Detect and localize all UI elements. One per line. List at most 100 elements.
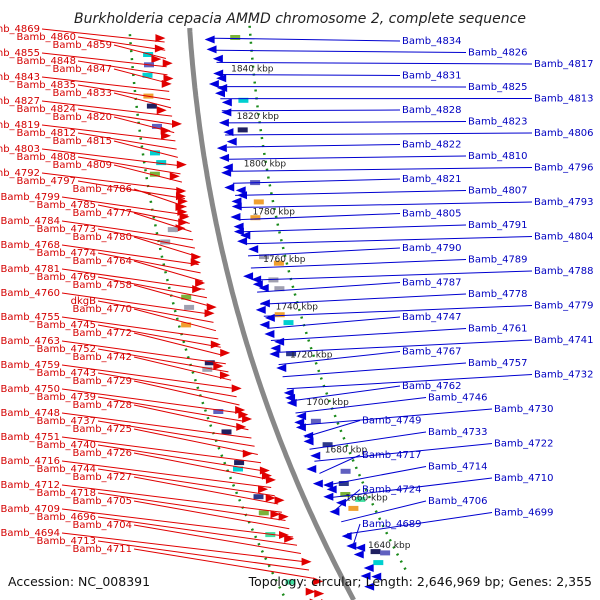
forward-gene-label: Bamb_4772 [72, 328, 132, 339]
forward-leader-line [97, 348, 229, 373]
forward-gene-arrow [213, 362, 224, 371]
feature-block [142, 72, 153, 78]
forward-leader-line [133, 236, 197, 257]
forward-leader-line [97, 396, 246, 422]
forward-leader-line [97, 444, 265, 472]
reverse-gene-arrow [255, 305, 266, 314]
reverse-gene-arrow [235, 186, 246, 195]
forward-gene-label: Bamb_4705 [72, 496, 132, 507]
forward-gene-label: Bamb_4869 [0, 24, 40, 35]
forward-gene-arrow [161, 131, 172, 140]
kbp-scale: 1840 kbp 1820 kbp 1800 kbp 1780 kbp 1760 kbp… [231, 64, 411, 551]
reverse-gene-label: Bamb_4724 [362, 485, 422, 496]
kbp-label: 1640 kbp [368, 541, 411, 551]
feature-block [338, 481, 349, 486]
reverse-leader-line [299, 408, 493, 426]
feature-block [237, 127, 248, 133]
forward-leader-line [133, 308, 217, 332]
forward-gene-arrow [179, 212, 190, 221]
feature-block [340, 492, 351, 497]
reverse-gene-arrow [259, 299, 270, 308]
reverse-gene-arrow [240, 231, 251, 240]
reverse-gene-arrow [221, 98, 232, 107]
chromosome-backbone [187, 27, 356, 600]
forward-gene-label: Bamb_4763 [0, 336, 60, 347]
feature-block [233, 466, 243, 472]
reverse-gene-label: Bamb_4767 [402, 347, 462, 358]
forward-gene-label: Bamb_4729 [72, 376, 132, 387]
forward-gene-label: Bamb_4750 [0, 384, 60, 395]
reverse-gene-label: Bamb_4796 [534, 163, 594, 174]
reverse-leader-line [228, 155, 467, 160]
reverse-gene-arrow [270, 344, 281, 353]
reverse-gene-arrow [214, 89, 225, 98]
reverse-leader-line [232, 178, 401, 184]
feature-block [380, 550, 391, 556]
reverse-gene-label: Bamb_4805 [402, 209, 462, 220]
forward-gene-label: Bamb_4770 [72, 304, 132, 315]
reverse-gene-label: Bamb_4821 [402, 174, 462, 185]
forward-gene-label: Bamb_4808 [16, 152, 76, 163]
forward-gene-labels: Bamb_4869Bamb_4860Bamb_4859Bamb_4855Bamb… [0, 24, 132, 555]
kbp-label: 1820 kbp [237, 112, 280, 122]
reverse-gene-arrow [371, 572, 382, 581]
reverse-gene-arrow [233, 227, 244, 236]
reverse-gene-arrow [346, 541, 357, 550]
reverse-gene-arrow [233, 222, 244, 231]
forward-gene-label: Bamb_4859 [52, 40, 112, 51]
forward-leader-line [133, 356, 232, 381]
reverse-leader-line [263, 305, 533, 317]
forward-gene-label: Bamb_4780 [72, 232, 132, 243]
forward-gene-arrow [301, 557, 312, 566]
forward-gene-label: Bamb_4769 [36, 272, 96, 283]
reverse-leader-line [304, 420, 361, 438]
reverse-leader-line [214, 37, 401, 42]
reverse-gene-arrow [208, 79, 219, 88]
reverse-gene-arrow [329, 507, 340, 516]
forward-leader-line [61, 484, 282, 513]
feature-block [213, 409, 224, 414]
reverse-gene-label: Bamb_4791 [468, 220, 528, 231]
forward-leader-line [133, 500, 290, 530]
forward-gene-arrow [177, 197, 188, 206]
forward-leader-line [77, 36, 166, 51]
reverse-gene-label: Bamb_4699 [494, 508, 554, 519]
forward-gene-arrow [156, 106, 167, 115]
forward-gene-arrow [279, 530, 290, 539]
forward-gene-label: Bamb_4739 [36, 392, 96, 403]
reverse-gene-label: Bamb_4813 [534, 94, 594, 105]
forward-gene-arrow [220, 348, 231, 357]
reverse-gene-label: Bamb_4722 [494, 439, 554, 450]
reverse-gene-label: Bamb_4761 [468, 324, 528, 335]
feature-block [150, 150, 160, 156]
forward-leader-line [61, 268, 205, 290]
forward-gene-label: Bamb_4768 [0, 240, 60, 251]
feature-block [181, 294, 192, 300]
reverse-gene-arrow [259, 320, 270, 329]
feature-block [149, 171, 160, 177]
forward-leader-line [133, 404, 249, 431]
forward-gene-label: Bamb_4755 [0, 312, 60, 323]
feature-block [286, 351, 297, 357]
reverse-leader-line [324, 466, 427, 486]
forward-gene-arrow [155, 34, 166, 43]
forward-leader-line [41, 28, 165, 43]
reverse-gene-arrow [269, 349, 280, 358]
forward-leader-line [61, 220, 194, 241]
reverse-gene-label: Bamb_4826 [468, 48, 528, 59]
reverse-gene-label: Bamb_4822 [402, 140, 462, 151]
forward-leader-line [61, 388, 243, 414]
reverse-gene-arrow [353, 550, 364, 559]
forward-gene-label: Bamb_4835 [16, 80, 76, 91]
reverse-gene-arrow [364, 582, 375, 591]
forward-leader-line [77, 60, 168, 76]
forward-gene-arrow [235, 405, 246, 414]
forward-leader-line [97, 300, 214, 323]
forward-leader-line [41, 100, 173, 117]
reverse-gene-label: Bamb_4714 [428, 462, 488, 473]
forward-gene-label: Bamb_4792 [0, 168, 40, 179]
reverse-leader-line [239, 213, 401, 221]
reverse-gene-arrow [223, 128, 234, 137]
reverse-leader-line [217, 74, 401, 76]
